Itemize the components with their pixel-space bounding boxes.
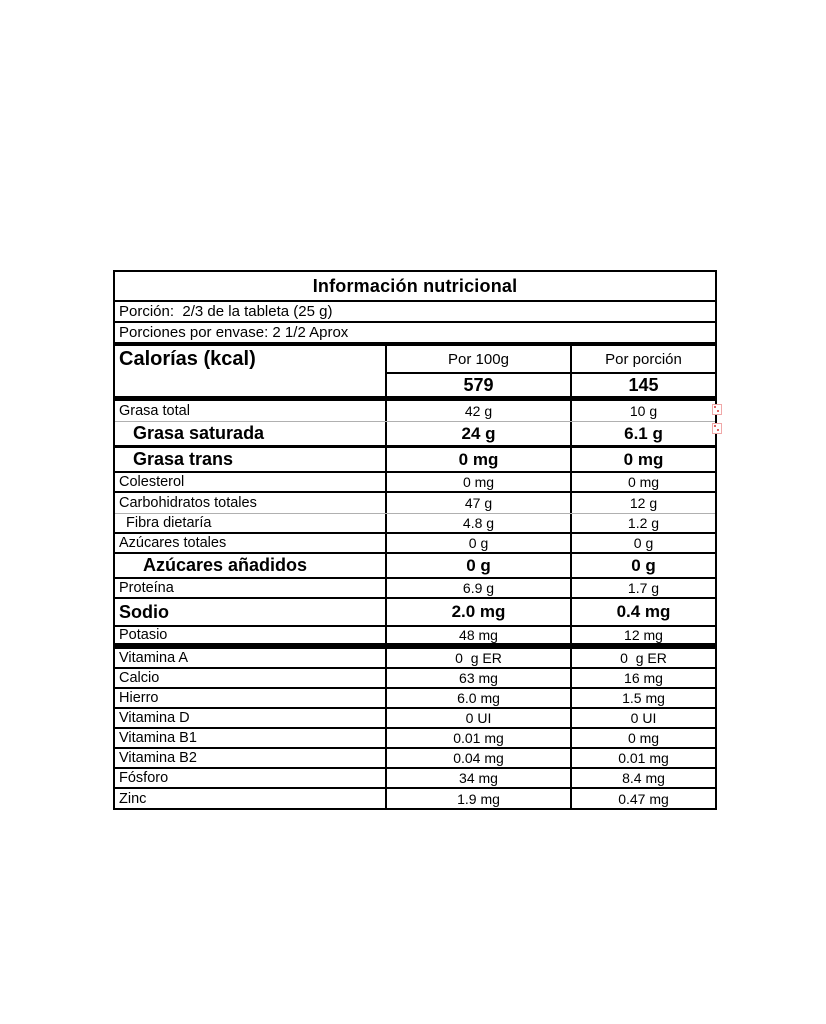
- calories-label: Calorías (kcal): [115, 346, 387, 396]
- calories-columns: Por 100g Por porción 579 145: [387, 346, 715, 396]
- nutrient-row-grasa-trans: Grasa trans 0 mg 0 mg: [115, 448, 715, 473]
- value-per-100g: 0 g: [387, 534, 572, 552]
- nutrient-row-vitamina-b1: Vitamina B1 0.01 mg 0 mg: [115, 729, 715, 749]
- value-per-100g: 0 g: [387, 554, 572, 577]
- nutrient-name: Carbohidratos totales: [115, 493, 387, 513]
- nutrient-row-hierro: Hierro 6.0 mg 1.5 mg: [115, 689, 715, 709]
- nutrient-name: Calcio: [115, 669, 387, 687]
- nutrient-name: Zinc: [115, 789, 387, 808]
- column-header-per-serving: Por porción: [605, 350, 682, 368]
- value-per-100g: 0.04 mg: [387, 749, 572, 767]
- nutrient-name: Vitamina D: [115, 709, 387, 727]
- nutrient-row-fibra: Fibra dietaría 4.8 g 1.2 g: [115, 514, 715, 534]
- nutrient-name: Vitamina A: [115, 649, 387, 667]
- value-per-serving: 0 UI: [630, 710, 657, 726]
- value-per-serving: 12 g: [629, 495, 658, 511]
- value-per-serving: 0.01 mg: [618, 750, 669, 766]
- value-per-100g: 0 g ER: [387, 649, 572, 667]
- value-per-100g: 48 mg: [387, 627, 572, 643]
- broken-image-icon: [712, 404, 722, 415]
- nutrient-name: Vitamina B2: [115, 749, 387, 767]
- nutrient-row-colesterol: Colesterol 0 mg 0 mg: [115, 473, 715, 493]
- nutrient-row-calcio: Calcio 63 mg 16 mg: [115, 669, 715, 689]
- value-per-serving: 0 mg: [623, 449, 664, 469]
- value-per-serving: 1.2 g: [627, 515, 660, 531]
- value-per-serving: 6.1 g: [624, 423, 663, 443]
- value-per-100g: 0 UI: [387, 709, 572, 727]
- servings-per-container-line: Porciones por envase: 2 1/2 Aprox: [115, 323, 715, 346]
- value-per-100g: 34 mg: [387, 769, 572, 787]
- nutrient-row-proteina: Proteína 6.9 g 1.7 g: [115, 579, 715, 599]
- broken-image-icon: [712, 423, 722, 434]
- nutrient-row-azucares-totales: Azúcares totales 0 g 0 g: [115, 534, 715, 554]
- value-per-100g: 0.01 mg: [387, 729, 572, 747]
- value-per-100g: 24 g: [387, 422, 572, 445]
- value-per-serving: 8.4 mg: [622, 770, 665, 786]
- serving-size-line: Porción: 2/3 de la tableta (25 g): [115, 302, 715, 323]
- nutrient-name: Hierro: [115, 689, 387, 707]
- calories-per-serving: 145: [628, 374, 659, 395]
- value-per-serving: 0 mg: [627, 730, 660, 746]
- value-per-serving: 0 g: [633, 535, 654, 551]
- value-per-100g: 0 mg: [387, 473, 572, 491]
- value-per-serving: 1.5 mg: [622, 690, 665, 706]
- value-per-serving: 1.7 g: [627, 580, 660, 596]
- calories-values: 579 145: [387, 374, 715, 396]
- value-per-100g: 63 mg: [387, 669, 572, 687]
- nutrient-name: Vitamina B1: [115, 729, 387, 747]
- nutrient-name: Azúcares añadidos: [115, 554, 387, 577]
- nutrient-name: Sodio: [115, 599, 387, 625]
- value-per-100g: 4.8 g: [387, 514, 572, 532]
- value-per-100g: 6.9 g: [387, 579, 572, 597]
- value-per-serving: 12 mg: [624, 627, 663, 643]
- nutrient-name: Azúcares totales: [115, 534, 387, 552]
- nutrient-row-grasa-saturada: Grasa saturada 24 g 6.1 g: [115, 422, 715, 448]
- value-per-100g: 6.0 mg: [387, 689, 572, 707]
- value-per-100g: 1.9 mg: [387, 789, 572, 808]
- value-per-100g: 0 mg: [387, 448, 572, 471]
- nutrient-row-fosforo: Fósforo 34 mg 8.4 mg: [115, 769, 715, 789]
- label-title: Información nutricional: [115, 272, 715, 302]
- nutrient-name: Fósforo: [115, 769, 387, 787]
- value-per-100g: 47 g: [387, 493, 572, 513]
- nutrient-row-vitamina-b2: Vitamina B2 0.04 mg 0.01 mg: [115, 749, 715, 769]
- nutrient-name: Fibra dietaría: [115, 514, 387, 532]
- nutrient-name: Potasio: [115, 627, 387, 643]
- nutrient-name: Proteína: [115, 579, 387, 597]
- calories-per-100g: 579: [387, 374, 572, 396]
- nutrient-name: Colesterol: [115, 473, 387, 491]
- nutrient-name: Grasa trans: [115, 448, 387, 471]
- nutrient-row-zinc: Zinc 1.9 mg 0.47 mg: [115, 789, 715, 808]
- value-per-100g: 2.0 mg: [387, 599, 572, 625]
- nutrient-row-grasa-total: Grasa total 42 g 10 g: [115, 401, 715, 422]
- nutrient-row-vitamina-d: Vitamina D 0 UI 0 UI: [115, 709, 715, 729]
- nutrient-row-potasio: Potasio 48 mg 12 mg: [115, 627, 715, 649]
- nutrient-row-sodio: Sodio 2.0 mg 0.4 mg: [115, 599, 715, 627]
- value-per-serving: 0.47 mg: [618, 790, 669, 807]
- nutrient-row-azucares-anadidos: Azúcares añadidos 0 g 0 g: [115, 554, 715, 579]
- value-per-serving: 16 mg: [624, 670, 663, 686]
- nutrient-row-carbohidratos: Carbohidratos totales 47 g 12 g: [115, 493, 715, 514]
- column-header-per-100g: Por 100g: [387, 346, 572, 372]
- value-per-serving: 10 g: [629, 403, 658, 419]
- nutrition-label: Información nutricional Porción: 2/3 de …: [113, 270, 717, 810]
- calories-section: Calorías (kcal) Por 100g Por porción 579…: [115, 346, 715, 401]
- nutrient-row-vitamina-a: Vitamina A 0 g ER 0 g ER: [115, 649, 715, 669]
- nutrient-name: Grasa total: [115, 401, 387, 421]
- value-per-serving: 0 mg: [627, 474, 660, 490]
- nutrient-name: Grasa saturada: [115, 422, 387, 445]
- value-per-serving: 0 g: [631, 555, 656, 575]
- column-headers: Por 100g Por porción: [387, 346, 715, 374]
- value-per-serving: 0 g ER: [620, 650, 667, 666]
- value-per-serving: 0.4 mg: [616, 602, 671, 621]
- value-per-100g: 42 g: [387, 401, 572, 421]
